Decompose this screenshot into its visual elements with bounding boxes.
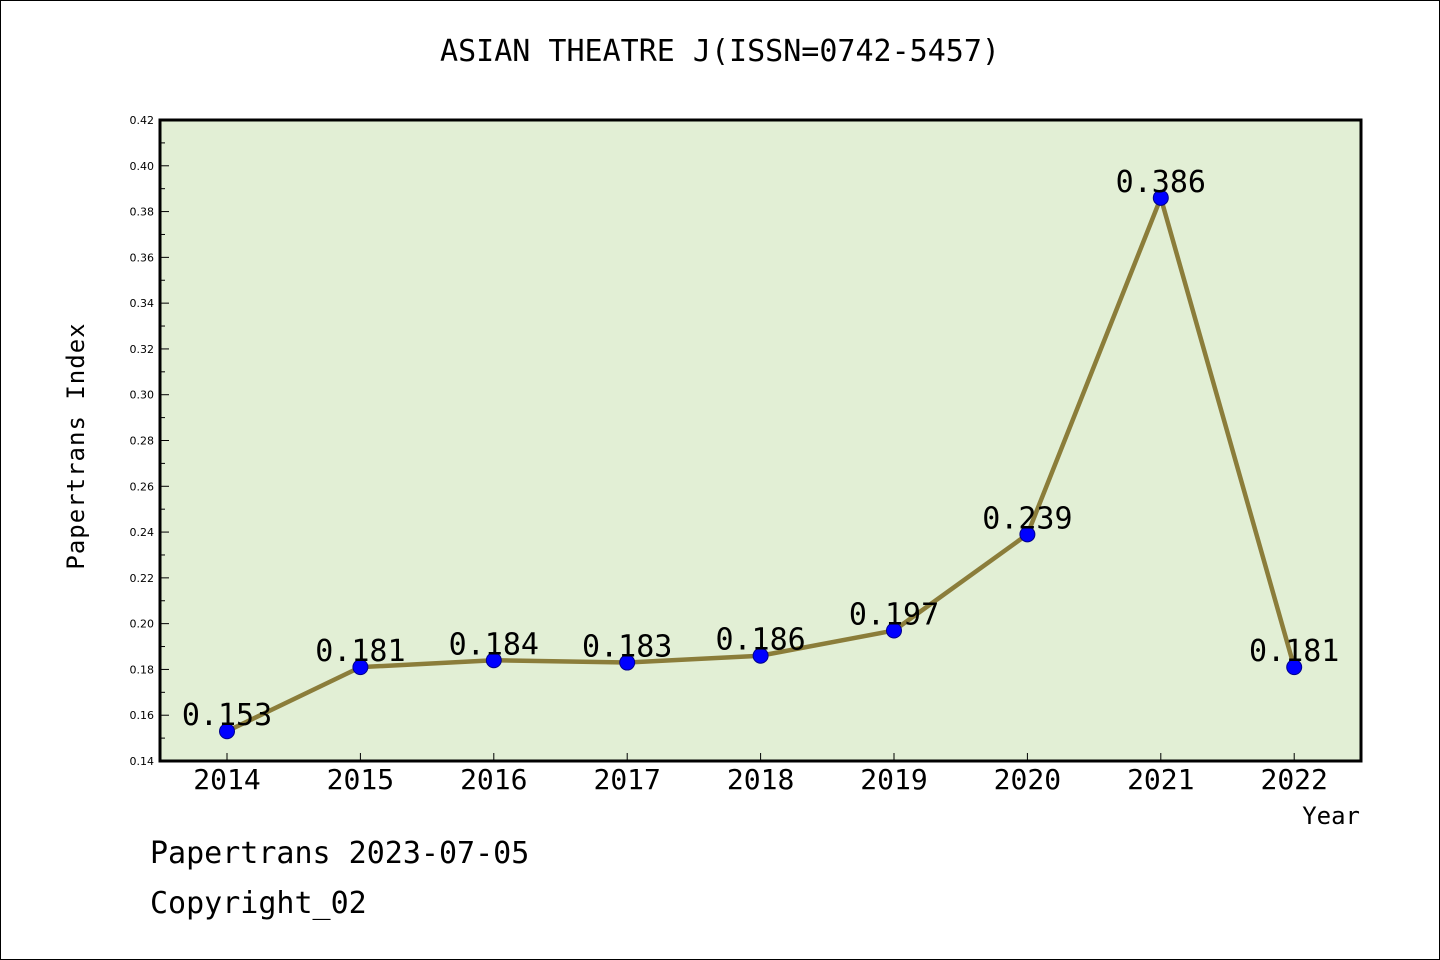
y-tick-label: 0.28 — [130, 435, 155, 448]
x-axis-label: Year — [1302, 802, 1360, 830]
x-tick-label: 2019 — [860, 763, 927, 796]
y-tick-label: 0.20 — [130, 618, 155, 631]
data-point — [886, 622, 902, 639]
data-point — [1286, 659, 1303, 676]
data-label: 0.181 — [1249, 634, 1339, 669]
x-tick-label: 2021 — [1127, 763, 1194, 796]
footer-copyright: Copyright_02 — [150, 886, 367, 921]
data-label: 0.184 — [449, 627, 539, 662]
x-tick-label: 2014 — [193, 763, 260, 796]
x-tick-label: 2017 — [593, 763, 660, 796]
y-tick-label: 0.32 — [130, 343, 155, 356]
data-point — [485, 652, 502, 669]
chart-title: ASIAN THEATRE J(ISSN=0742-5457) — [440, 34, 1000, 69]
data-point — [352, 659, 369, 676]
x-tick-label: 2015 — [327, 763, 394, 796]
y-tick-label: 0.36 — [130, 251, 155, 264]
data-point — [1019, 526, 1036, 543]
y-tick-label: 0.38 — [130, 206, 155, 219]
data-point — [219, 723, 235, 740]
data-label: 0.186 — [715, 623, 805, 658]
x-tick-label: 2022 — [1260, 763, 1327, 796]
data-label: 0.181 — [315, 634, 405, 669]
data-point — [1152, 189, 1169, 206]
y-tick-label: 0.18 — [130, 663, 155, 676]
data-label: 0.239 — [982, 501, 1072, 536]
y-tick-label: 0.42 — [130, 114, 155, 127]
data-point — [752, 647, 769, 664]
data-point — [619, 654, 636, 671]
y-tick-label: 0.40 — [130, 160, 155, 173]
data-label: 0.183 — [582, 630, 672, 665]
x-tick-label: 2016 — [460, 763, 527, 796]
y-tick-label: 0.16 — [130, 709, 155, 722]
y-tick-label: 0.24 — [130, 526, 155, 539]
footer-date: Papertrans 2023-07-05 — [150, 836, 530, 871]
x-tick-label: 2020 — [994, 763, 1061, 796]
y-tick-label: 0.22 — [130, 572, 155, 585]
y-tick-label: 0.14 — [130, 755, 155, 768]
data-label: 0.386 — [1116, 165, 1206, 200]
plot-border — [158, 118, 1363, 763]
x-tick-label: 2018 — [727, 763, 794, 796]
y-tick-label: 0.30 — [130, 389, 155, 402]
data-label: 0.153 — [182, 698, 272, 733]
data-label: 0.197 — [849, 598, 939, 633]
y-tick-label: 0.34 — [130, 297, 155, 310]
y-tick-label: 0.26 — [130, 480, 155, 493]
